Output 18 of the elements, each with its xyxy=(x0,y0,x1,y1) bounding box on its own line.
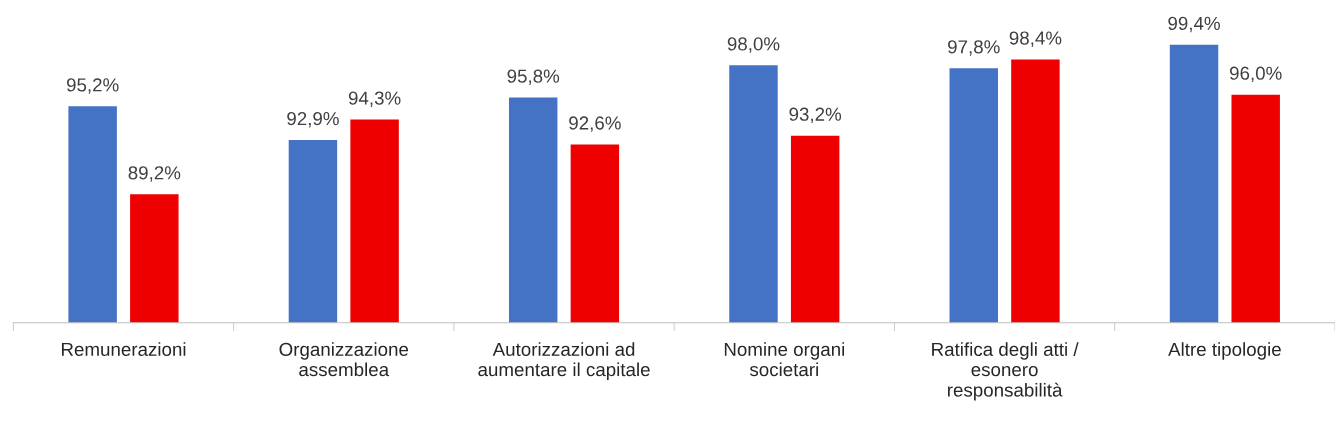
x-tick-label: Organizzazione assemblea xyxy=(279,342,409,377)
data-label: 99,4% xyxy=(1168,16,1220,33)
data-label: 94,3% xyxy=(348,91,401,107)
data-label: 98,4% xyxy=(1009,31,1062,47)
data-label: 93,2% xyxy=(789,107,842,124)
x-tick-label: Altre tipologie xyxy=(1168,342,1281,360)
data-label: 98,0% xyxy=(727,37,780,53)
data-label: 92,9% xyxy=(287,111,339,128)
x-tick-label: Ratifica degli atti / esonero responsabilità xyxy=(932,342,1079,401)
x-tick-label: Autorizzazioni ad aumentare il capitale xyxy=(478,342,650,380)
data-label: 92,6% xyxy=(569,116,621,132)
data-label: 96,0% xyxy=(1230,66,1282,83)
x-tick-label: Remunerazioni xyxy=(61,342,186,357)
data-label: 95,2% xyxy=(66,78,119,94)
data-label: 95,8% xyxy=(507,69,560,85)
data-label: 89,2% xyxy=(128,166,181,182)
data-label: 97,8% xyxy=(948,40,1000,56)
x-tick-label: Nomine organi societari xyxy=(724,342,845,377)
